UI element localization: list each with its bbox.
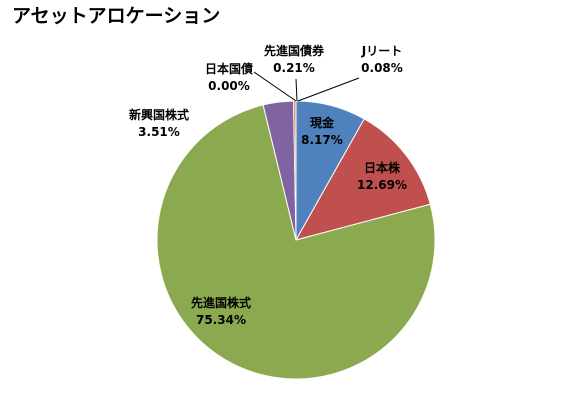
- slice-category-label: 現金: [310, 115, 335, 130]
- slice-category-label: Jリート: [361, 44, 402, 58]
- slice-category-label: 日本株: [364, 160, 401, 175]
- slice-value-label: 12.69%: [357, 178, 407, 192]
- slice-category-label: 先進国株式: [191, 295, 251, 310]
- leader-line: [295, 78, 298, 102]
- slice-value-label: 0.00%: [208, 79, 250, 93]
- slice-value-label: 3.51%: [138, 125, 180, 139]
- slice-category-label: 日本国債: [205, 61, 253, 76]
- chart-title: アセットアロケーション: [12, 5, 220, 27]
- slice-labels: 現金 8.17% 日本株 12.69% 先進国株式 75.34% 新興国株式 3.51% 日本国…: [129, 43, 407, 327]
- leader-line: [253, 71, 297, 102]
- slice-value-label: 8.17%: [301, 133, 343, 147]
- leader-lines: [253, 71, 360, 102]
- slice-value-label: 75.34%: [196, 313, 246, 327]
- slice-value-label: 0.08%: [361, 61, 403, 75]
- pie-slice: [156, 104, 436, 380]
- pie-slice: [294, 118, 431, 241]
- slice-category-label: 先進国債券: [264, 43, 325, 58]
- slice-value-label: 0.21%: [273, 61, 315, 75]
- slice-category-label: 新興国株式: [129, 107, 189, 122]
- pie-slices: [156, 100, 436, 380]
- leader-line: [297, 77, 360, 102]
